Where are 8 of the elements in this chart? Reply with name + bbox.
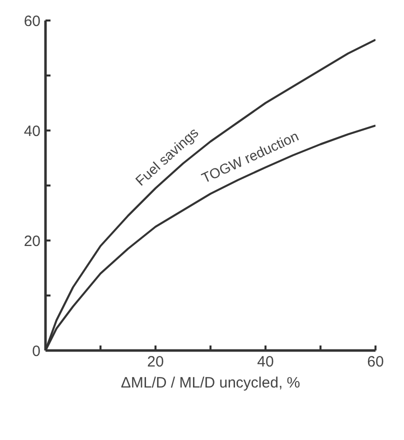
x-axis-title: ΔML/D / ML/D uncycled, % <box>120 374 300 392</box>
x-tick-label: 40 <box>257 354 274 370</box>
y-tick-label: 60 <box>24 13 41 30</box>
y-tick-label: 20 <box>24 233 41 250</box>
x-tick-label: 20 <box>147 354 164 370</box>
x-tick-label: 60 <box>367 354 384 370</box>
y-tick-label: 0 <box>32 343 40 360</box>
y-tick-label: 40 <box>24 123 41 140</box>
